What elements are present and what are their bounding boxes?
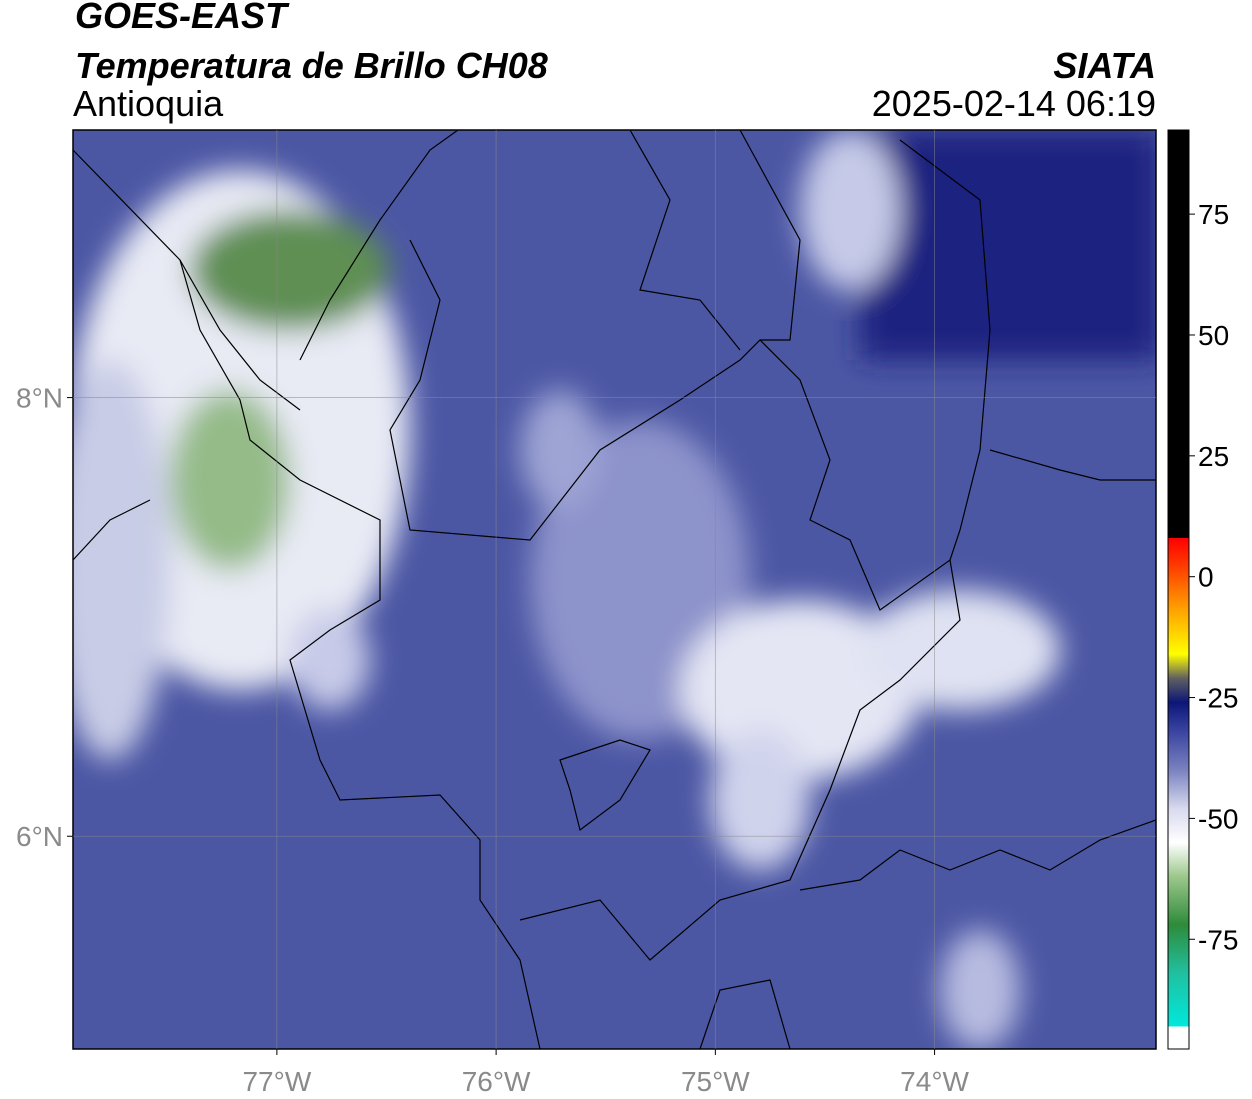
y-tick-label: 6°N (16, 821, 63, 852)
x-tick-label: 77°W (242, 1066, 311, 1097)
colorbar-tick-label: 0 (1198, 562, 1214, 593)
y-tick-label: 8°N (16, 383, 63, 414)
x-tick-label: 75°W (681, 1066, 750, 1097)
colorbar-tick-label: 75 (1198, 199, 1229, 230)
region: Antioquia (73, 83, 224, 124)
x-tick-label: 74°W (900, 1066, 969, 1097)
map-field (73, 130, 1156, 1049)
colorbar (1167, 129, 1190, 1050)
colorbar-tick-label: -25 (1198, 683, 1238, 714)
colorbar-tick-label: 50 (1198, 320, 1229, 351)
map-frame (72, 129, 1157, 1050)
colorbar-tick-label: 25 (1198, 441, 1229, 472)
title: GOES-EAST (75, 0, 290, 36)
colorbar-tick-label: -50 (1198, 803, 1238, 834)
x-tick-label: 76°W (462, 1066, 531, 1097)
datetime: 2025-02-14 06:19 (872, 83, 1156, 124)
colorbar-tick-label: -75 (1198, 924, 1238, 955)
subtitle: Temperatura de Brillo CH08 (75, 45, 548, 86)
source: SIATA (1053, 45, 1156, 86)
